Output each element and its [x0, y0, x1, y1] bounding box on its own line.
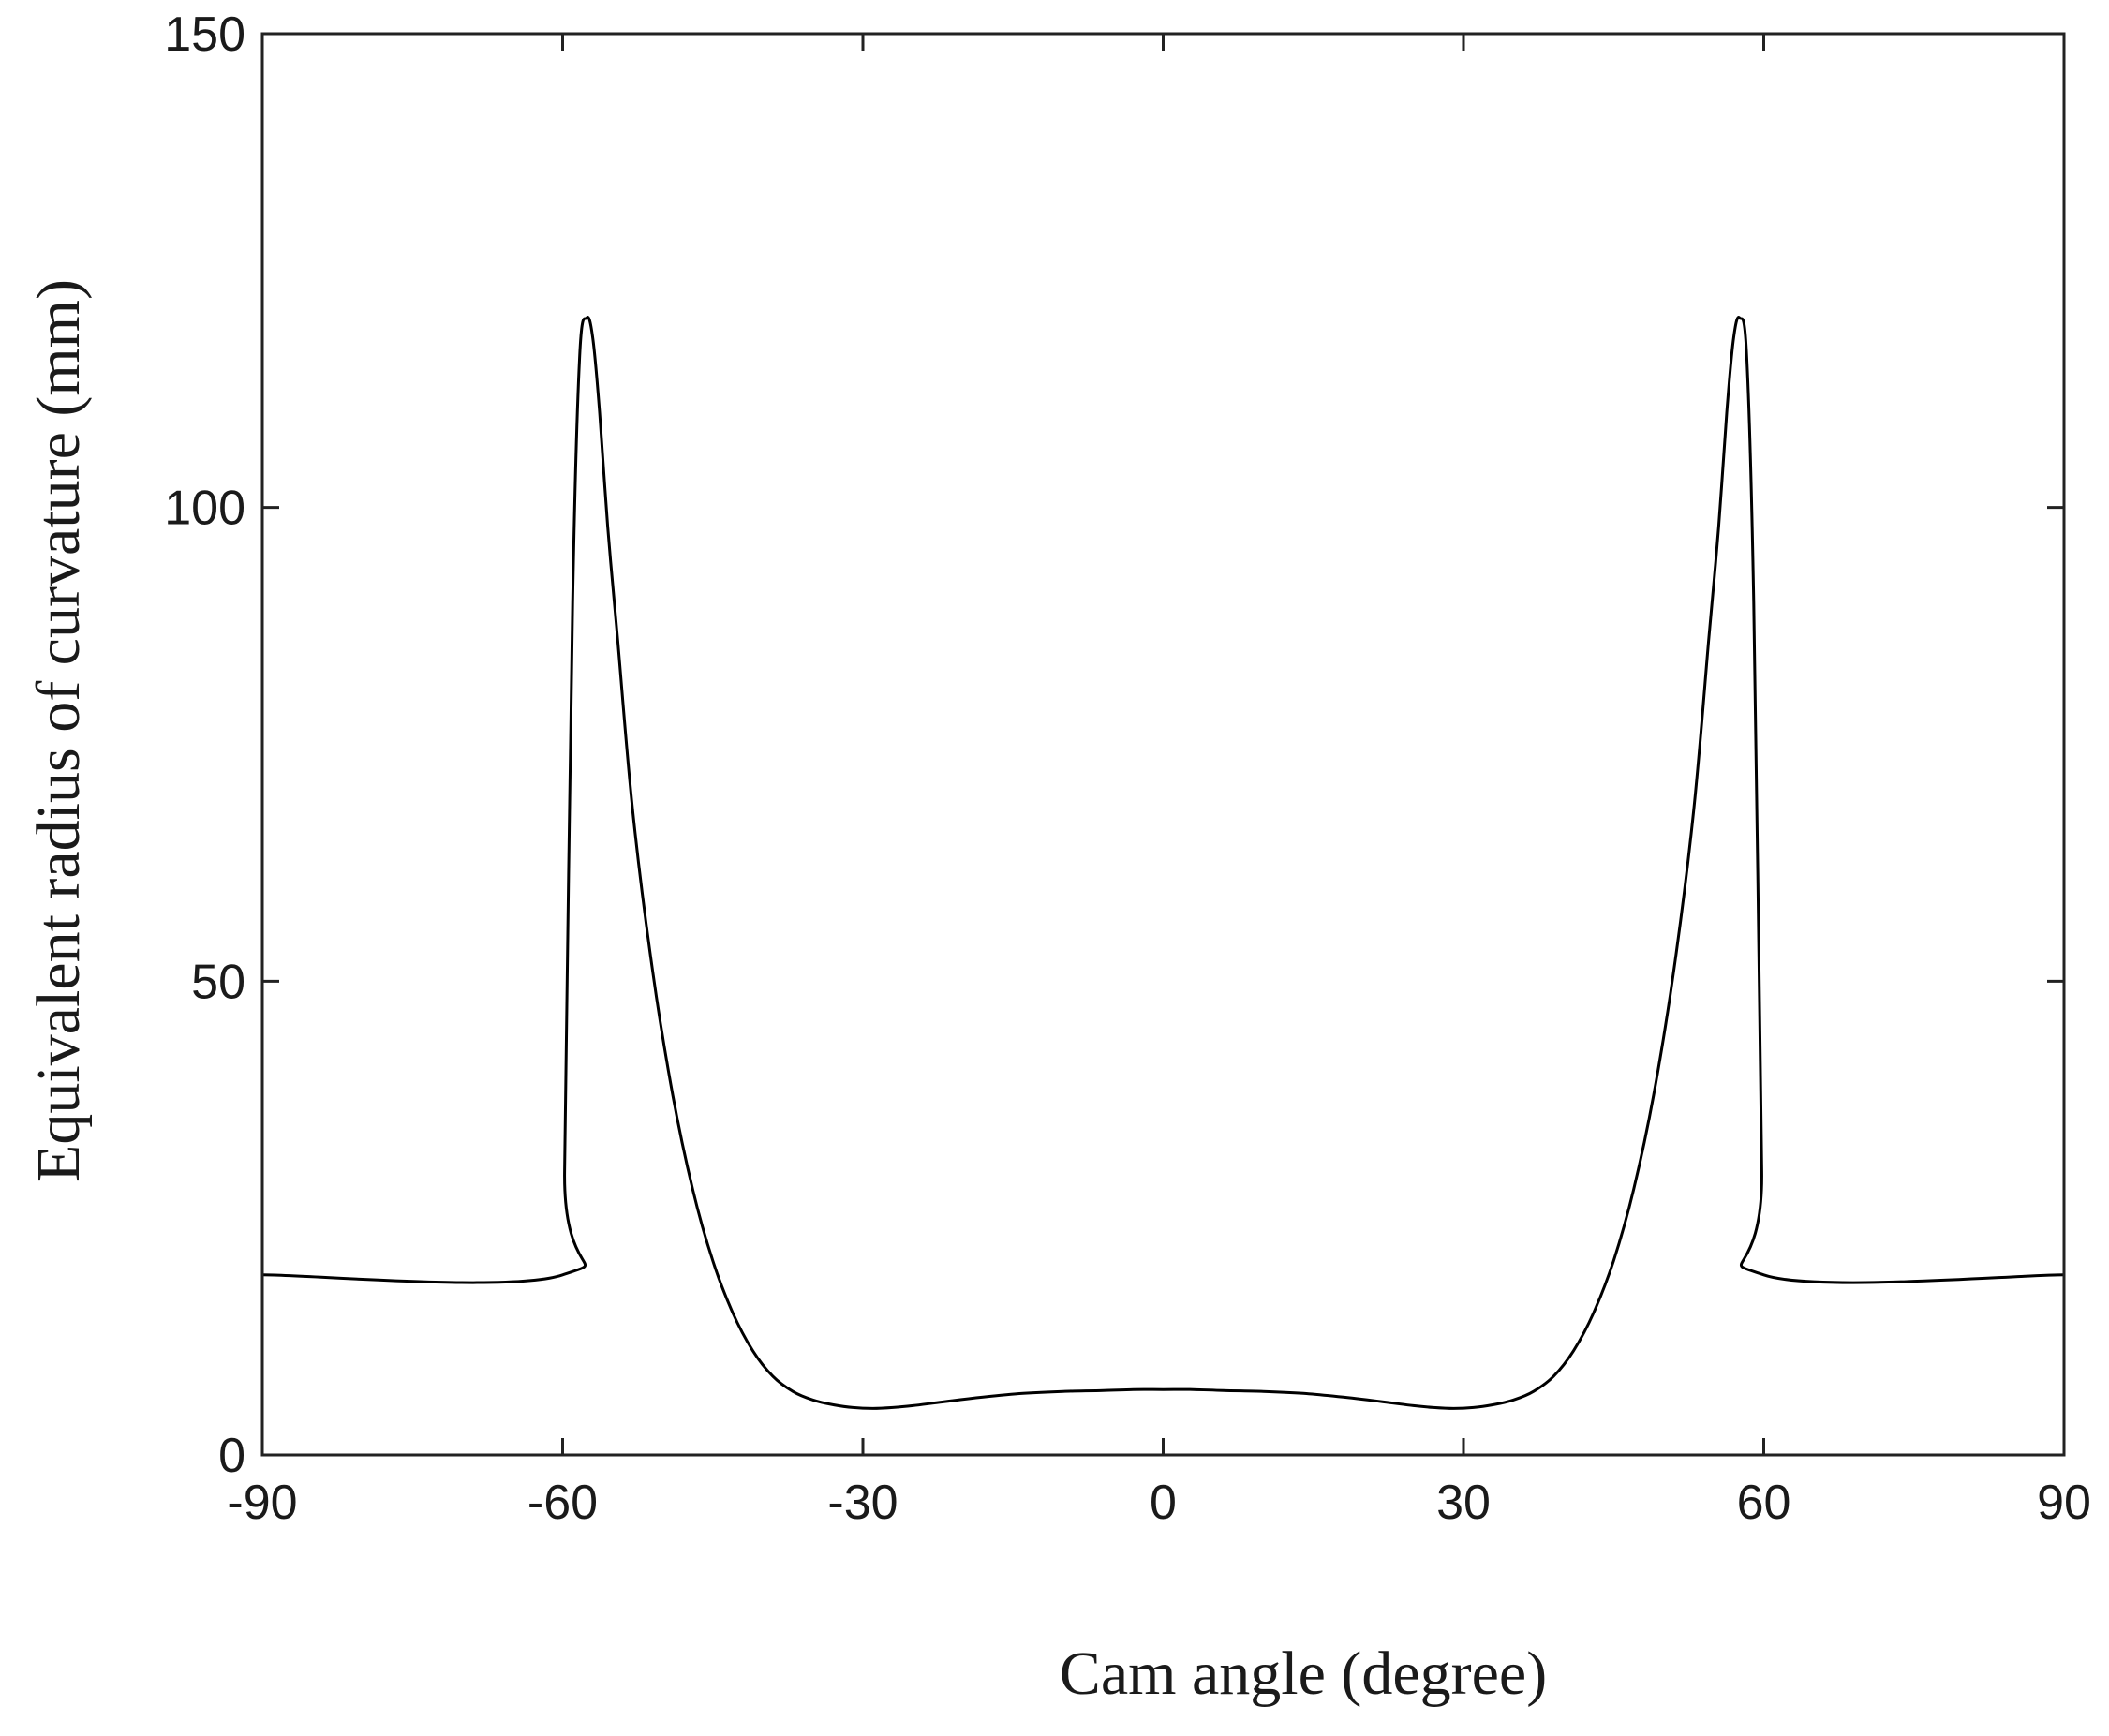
x-tick-label: 90	[2037, 1476, 2091, 1530]
y-tick-label: 150	[164, 7, 245, 62]
x-tick-label: -30	[827, 1476, 898, 1530]
x-tick-label: -90	[227, 1476, 297, 1530]
axis-ticks	[260, 32, 2066, 1457]
x-tick-label: 0	[1150, 1476, 1177, 1530]
y-tick-label: 50	[191, 955, 245, 1009]
x-tick-label: -60	[527, 1476, 598, 1530]
x-axis-title: Cam angle (degree)	[1060, 1640, 1547, 1708]
y-tick-label: 0	[218, 1429, 245, 1483]
x-tick-label: 60	[1737, 1476, 1791, 1530]
x-tick-label: 30	[1436, 1476, 1491, 1530]
y-tick-label: 100	[164, 482, 245, 536]
plot-area-frame	[260, 32, 2066, 1457]
y-axis-title: Equivalent radius of curvature (mm)	[24, 279, 93, 1182]
series-line	[261, 316, 2065, 1410]
tick-labels: -90 -60 -30 0 30 60 90 0 50 100 150	[164, 7, 2091, 1530]
